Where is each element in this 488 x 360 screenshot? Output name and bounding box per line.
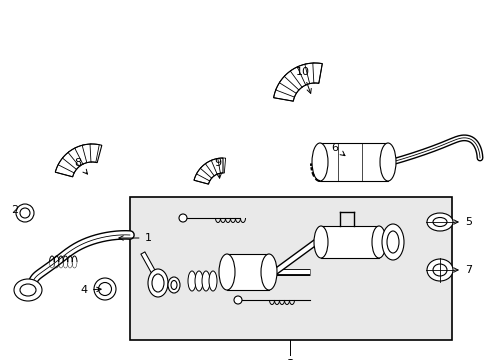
Ellipse shape bbox=[432, 217, 446, 226]
Ellipse shape bbox=[261, 254, 276, 290]
Ellipse shape bbox=[381, 224, 403, 260]
Polygon shape bbox=[196, 167, 212, 181]
Polygon shape bbox=[297, 64, 310, 85]
Ellipse shape bbox=[152, 274, 163, 292]
Polygon shape bbox=[194, 173, 209, 184]
Text: 2: 2 bbox=[11, 205, 18, 215]
Ellipse shape bbox=[426, 213, 452, 231]
Circle shape bbox=[179, 214, 186, 222]
Polygon shape bbox=[275, 81, 296, 97]
Polygon shape bbox=[90, 144, 99, 162]
Ellipse shape bbox=[20, 284, 36, 296]
Polygon shape bbox=[211, 158, 221, 174]
Ellipse shape bbox=[432, 264, 446, 276]
Ellipse shape bbox=[208, 271, 217, 291]
Ellipse shape bbox=[20, 208, 30, 218]
Polygon shape bbox=[68, 148, 83, 166]
Text: 7: 7 bbox=[464, 265, 471, 275]
Polygon shape bbox=[75, 145, 87, 164]
Text: 1: 1 bbox=[119, 233, 151, 243]
Text: 8: 8 bbox=[74, 158, 87, 174]
Ellipse shape bbox=[14, 279, 42, 301]
Ellipse shape bbox=[426, 259, 452, 281]
Polygon shape bbox=[304, 63, 314, 84]
Ellipse shape bbox=[171, 280, 177, 289]
Ellipse shape bbox=[16, 204, 34, 222]
Ellipse shape bbox=[371, 226, 385, 258]
Polygon shape bbox=[82, 144, 91, 163]
Polygon shape bbox=[279, 75, 299, 93]
Polygon shape bbox=[284, 70, 302, 90]
Polygon shape bbox=[290, 66, 306, 87]
Text: 10: 10 bbox=[295, 67, 311, 93]
Text: 4: 4 bbox=[81, 285, 101, 295]
Polygon shape bbox=[205, 160, 217, 176]
Bar bbox=[130, 197, 451, 340]
Ellipse shape bbox=[195, 271, 203, 291]
Ellipse shape bbox=[313, 226, 327, 258]
Ellipse shape bbox=[187, 271, 196, 291]
Text: 5: 5 bbox=[464, 217, 471, 227]
Polygon shape bbox=[273, 89, 294, 101]
Ellipse shape bbox=[379, 143, 395, 181]
Text: 9: 9 bbox=[214, 158, 221, 178]
Polygon shape bbox=[200, 163, 214, 178]
Polygon shape bbox=[55, 163, 74, 177]
Polygon shape bbox=[58, 157, 77, 173]
Ellipse shape bbox=[386, 231, 398, 253]
Polygon shape bbox=[217, 158, 225, 173]
Polygon shape bbox=[312, 63, 322, 83]
Ellipse shape bbox=[202, 271, 209, 291]
Ellipse shape bbox=[98, 283, 111, 296]
Bar bbox=[226, 254, 268, 290]
Text: 6: 6 bbox=[331, 143, 344, 156]
Ellipse shape bbox=[148, 269, 168, 297]
Text: 3: 3 bbox=[285, 358, 293, 360]
Ellipse shape bbox=[311, 143, 327, 181]
Bar bbox=[320, 226, 378, 258]
Ellipse shape bbox=[219, 254, 235, 290]
Ellipse shape bbox=[168, 277, 180, 293]
Bar bbox=[319, 143, 387, 181]
Polygon shape bbox=[62, 152, 80, 170]
Circle shape bbox=[234, 296, 242, 304]
Ellipse shape bbox=[94, 278, 116, 300]
